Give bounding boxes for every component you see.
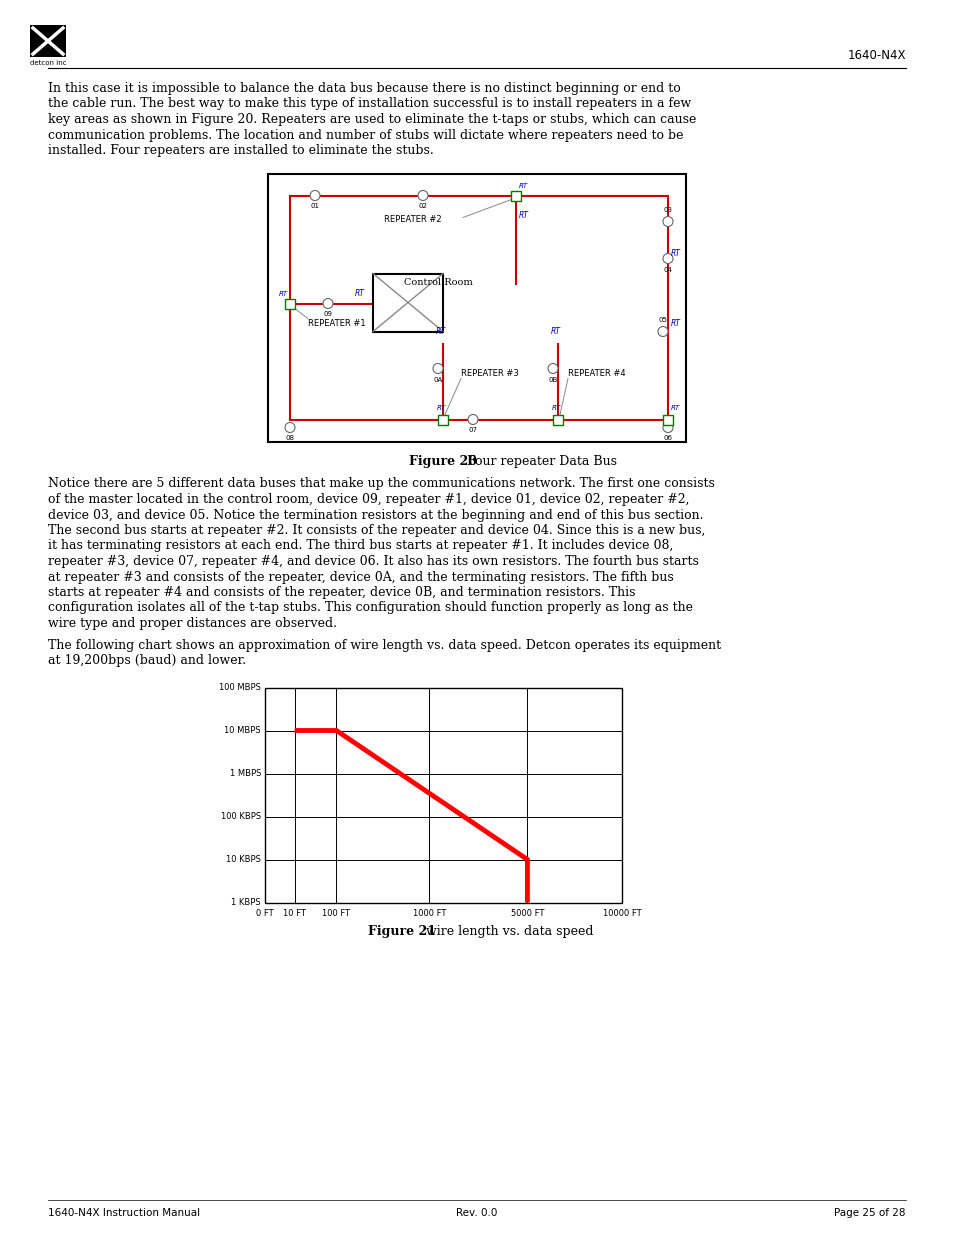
Text: wire type and proper distances are observed.: wire type and proper distances are obser…: [48, 618, 336, 630]
Text: 1 KBPS: 1 KBPS: [232, 898, 261, 906]
Text: Figure 21: Figure 21: [368, 925, 436, 937]
Text: 09: 09: [323, 311, 333, 317]
Circle shape: [662, 422, 672, 432]
Text: repeater #3, device 07, repeater #4, and device 06. It also has its own resistor: repeater #3, device 07, repeater #4, and…: [48, 555, 699, 568]
Text: the cable run. The best way to make this type of installation successful is to i: the cable run. The best way to make this…: [48, 98, 691, 110]
Text: RT: RT: [278, 291, 288, 298]
Circle shape: [547, 363, 558, 373]
Text: wire length vs. data speed: wire length vs. data speed: [422, 925, 594, 937]
Text: RT: RT: [518, 210, 528, 220]
Text: REPEATER #1: REPEATER #1: [308, 319, 365, 327]
Circle shape: [323, 299, 333, 309]
Text: 1 MBPS: 1 MBPS: [230, 769, 261, 778]
Circle shape: [285, 422, 294, 432]
Text: 1640-N4X: 1640-N4X: [846, 49, 905, 62]
Text: 10 FT: 10 FT: [283, 909, 306, 918]
Text: RT: RT: [670, 405, 679, 411]
Text: 10 MBPS: 10 MBPS: [224, 726, 261, 735]
Text: 0B: 0B: [548, 377, 558, 383]
Text: Control Room: Control Room: [403, 278, 472, 287]
Text: 01: 01: [310, 204, 319, 210]
Text: 04: 04: [663, 267, 672, 273]
Circle shape: [662, 253, 672, 263]
Text: starts at repeater #4 and consists of the repeater, device 0B, and termination r: starts at repeater #4 and consists of th…: [48, 585, 635, 599]
Text: Page 25 of 28: Page 25 of 28: [834, 1208, 905, 1218]
Text: REPEATER #3: REPEATER #3: [460, 368, 518, 378]
Text: 1640-N4X Instruction Manual: 1640-N4X Instruction Manual: [48, 1208, 200, 1218]
Bar: [373, 273, 442, 331]
Text: RT: RT: [670, 319, 680, 327]
Text: 100 KBPS: 100 KBPS: [221, 811, 261, 821]
Circle shape: [662, 216, 672, 226]
Text: it has terminating resistors at each end. The third bus starts at repeater #1. I: it has terminating resistors at each end…: [48, 540, 673, 552]
Bar: [437, 415, 448, 425]
Text: RT: RT: [518, 184, 528, 189]
Text: 03: 03: [662, 207, 672, 214]
Text: communication problems. The location and number of stubs will dictate where repe: communication problems. The location and…: [48, 128, 682, 142]
Text: key areas as shown in Figure 20. Repeaters are used to eliminate the t-taps or s: key areas as shown in Figure 20. Repeate…: [48, 112, 696, 126]
Text: 10 KBPS: 10 KBPS: [226, 855, 261, 864]
Bar: [285, 299, 294, 309]
Text: RT: RT: [436, 326, 445, 336]
Bar: [55, 27, 62, 54]
Text: RT: RT: [355, 289, 364, 298]
Text: The second bus starts at repeater #2. It consists of the repeater and device 04.: The second bus starts at repeater #2. It…: [48, 524, 704, 537]
Text: 08: 08: [285, 436, 294, 441]
Text: RT: RT: [551, 405, 560, 411]
Circle shape: [433, 363, 442, 373]
Text: REPEATER #4: REPEATER #4: [567, 368, 625, 378]
Text: detcon inc: detcon inc: [30, 61, 67, 65]
Text: RT: RT: [551, 326, 560, 336]
Circle shape: [417, 190, 428, 200]
Text: Figure 20: Figure 20: [409, 456, 476, 468]
Text: Notice there are 5 different data buses that make up the communications network.: Notice there are 5 different data buses …: [48, 478, 714, 490]
Text: at repeater #3 and consists of the repeater, device 0A, and the terminating resi: at repeater #3 and consists of the repea…: [48, 571, 673, 583]
Text: at 19,200bps (baud) and lower.: at 19,200bps (baud) and lower.: [48, 655, 246, 667]
Bar: [30, 25, 66, 57]
Text: Rev. 0.0: Rev. 0.0: [456, 1208, 497, 1218]
Text: RT: RT: [670, 248, 680, 258]
Text: of the master located in the control room, device 09, repeater #1, device 01, de: of the master located in the control roo…: [48, 493, 689, 506]
Text: 100 MBPS: 100 MBPS: [219, 683, 261, 692]
Text: RT: RT: [436, 405, 445, 411]
Text: 1000 FT: 1000 FT: [412, 909, 445, 918]
Bar: [265, 688, 621, 903]
Bar: [662, 415, 672, 425]
Text: The following chart shows an approximation of wire length vs. data speed. Detcon: The following chart shows an approximati…: [48, 638, 720, 652]
Text: 05: 05: [658, 317, 667, 324]
Text: 07: 07: [468, 427, 477, 433]
Bar: [268, 173, 685, 441]
Bar: [265, 688, 621, 903]
Bar: [32, 27, 39, 54]
Text: 0 FT: 0 FT: [256, 909, 274, 918]
Bar: [553, 415, 562, 425]
Text: configuration isolates all of the t-tap stubs. This configuration should functio: configuration isolates all of the t-tap …: [48, 601, 692, 615]
Text: 06: 06: [662, 436, 672, 441]
Circle shape: [468, 415, 477, 425]
Circle shape: [310, 190, 319, 200]
Circle shape: [658, 326, 667, 336]
Text: 10000 FT: 10000 FT: [602, 909, 640, 918]
Text: installed. Four repeaters are installed to eliminate the stubs.: installed. Four repeaters are installed …: [48, 144, 434, 157]
Bar: [511, 190, 520, 200]
Text: REPEATER #2: REPEATER #2: [384, 215, 441, 225]
Text: 0A: 0A: [433, 377, 442, 383]
Text: In this case it is impossible to balance the data bus because there is no distin: In this case it is impossible to balance…: [48, 82, 680, 95]
Text: 100 FT: 100 FT: [322, 909, 350, 918]
Text: 02: 02: [418, 204, 427, 210]
Text: device 03, and device 05. Notice the termination resistors at the beginning and : device 03, and device 05. Notice the ter…: [48, 509, 702, 521]
Text: 5000 FT: 5000 FT: [510, 909, 543, 918]
Text: Four repeater Data Bus: Four repeater Data Bus: [462, 456, 617, 468]
